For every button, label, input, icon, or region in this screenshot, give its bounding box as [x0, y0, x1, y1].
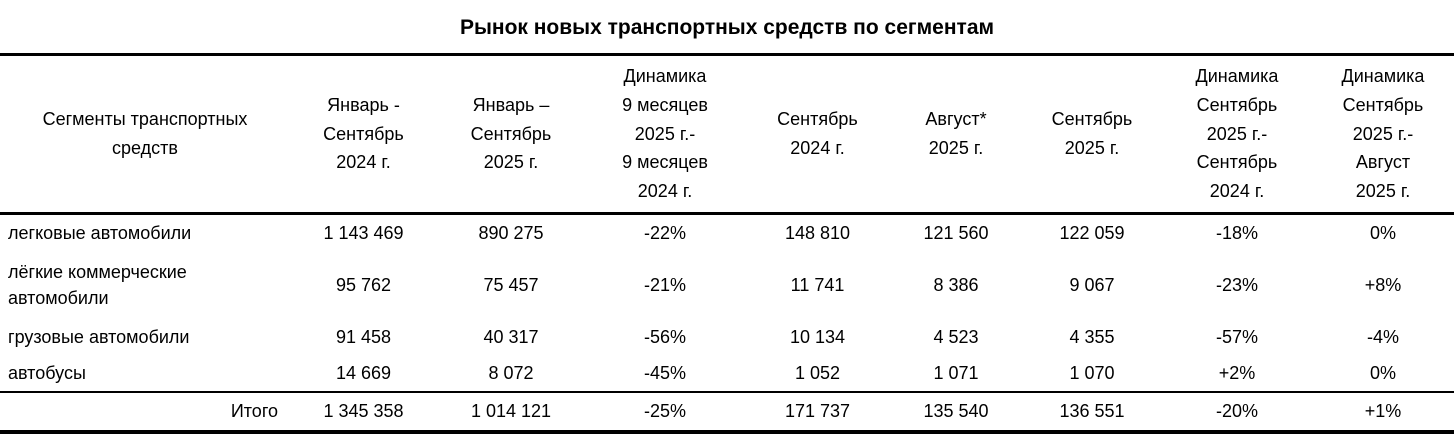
table-header: Сегменты транспортных средств Январь - С…	[0, 53, 1454, 215]
segment-label: автобусы	[8, 363, 86, 384]
total-value-cell: 136 551	[1022, 391, 1162, 434]
column-header-sep-2025: Сентябрь 2025 г.	[1022, 53, 1162, 215]
total-value-cell: +1%	[1312, 391, 1454, 434]
value-cell: 8 072	[488, 363, 534, 384]
value-cell: 0%	[1369, 222, 1396, 243]
value-cell: 1 143 469	[323, 222, 404, 243]
page-title: Рынок новых транспортных средств по сегм…	[459, 16, 995, 39]
value-cell: 148 810	[784, 222, 851, 243]
value-cell: -57%	[1215, 327, 1259, 348]
value-cell: +8%	[1364, 275, 1402, 296]
value-cell: -23%	[1215, 275, 1259, 296]
value-cell: 890 275	[478, 222, 544, 243]
value-cell: 1 071	[933, 363, 979, 384]
value-cell: -18%	[1215, 222, 1259, 243]
table-row-total: Итого 1 345 358 1 014 121 -25% 171 737 1…	[0, 391, 1454, 434]
column-header-dynamics-sep-aug: Динамика Сентябрь 2025 г.- Август 2025 г…	[1312, 53, 1454, 215]
value-cell: 10 134	[789, 327, 846, 348]
table-row-trucks: грузовые автомобили 91 458 40 317 -56% 1…	[0, 319, 1454, 355]
total-value-cell: -25%	[585, 391, 745, 434]
value-cell: 1 070	[1069, 363, 1115, 384]
column-header-dynamics-9m: Динамика 9 месяцев 2025 г.- 9 месяцев 20…	[585, 53, 745, 215]
column-header-jan-sep-2025: Январь – Сентябрь 2025 г.	[437, 53, 585, 215]
total-value-cell: 135 540	[890, 391, 1022, 434]
value-cell: 122 059	[1059, 222, 1125, 243]
value-cell: 95 762	[335, 275, 392, 296]
segment-label: лёгкие коммерческие автомобили	[8, 262, 187, 309]
table-body: легковые автомобили 1 143 469 890 275 -2…	[0, 213, 1454, 434]
value-cell: -21%	[643, 275, 687, 296]
value-cell: 11 741	[790, 275, 845, 296]
value-cell: 9 067	[1069, 275, 1115, 296]
segment-label: грузовые автомобили	[8, 327, 190, 348]
value-cell: 0%	[1369, 363, 1396, 384]
value-cell: 14 669	[335, 363, 392, 384]
segment-label: легковые автомобили	[8, 222, 192, 243]
segments-table: Сегменты транспортных средств Январь - С…	[0, 53, 1454, 434]
value-cell: 121 560	[923, 222, 989, 243]
value-cell: -56%	[643, 327, 687, 348]
value-cell: 75 457	[483, 275, 539, 296]
table-row-light-commercial: лёгкие коммерческие автомобили 95 762 75…	[0, 251, 1454, 319]
value-cell: 8 386	[933, 275, 979, 296]
total-value-cell: 171 737	[745, 391, 890, 434]
value-cell: -45%	[643, 363, 687, 384]
value-cell: 40 317	[483, 327, 539, 348]
value-cell: -4%	[1366, 327, 1399, 348]
column-header-jan-sep-2024: Январь - Сентябрь 2024 г.	[290, 53, 437, 215]
total-label: Итого	[0, 391, 290, 434]
value-cell: 4 355	[1069, 327, 1115, 348]
table-row-passenger-cars: легковые автомобили 1 143 469 890 275 -2…	[0, 213, 1454, 251]
column-header-sep-2024: Сентябрь 2024 г.	[745, 53, 890, 215]
value-cell: 4 523	[933, 327, 979, 348]
value-cell: 91 458	[335, 327, 392, 348]
column-header-dynamics-sep-sep: Динамика Сентябрь 2025 г.- Сентябрь 2024…	[1162, 53, 1312, 215]
table-row-buses: автобусы 14 669 8 072 -45% 1 052 1 071 1…	[0, 355, 1454, 392]
value-cell: 1 052	[794, 363, 841, 384]
total-value-cell: -20%	[1162, 391, 1312, 434]
value-cell: -22%	[643, 222, 687, 243]
value-cell: +2%	[1218, 363, 1256, 384]
column-header-segments: Сегменты транспортных средств	[0, 53, 290, 215]
header-row: Сегменты транспортных средств Январь - С…	[0, 53, 1454, 215]
total-value-cell: 1 014 121	[437, 391, 585, 434]
column-header-aug-2025: Август* 2025 г.	[890, 53, 1022, 215]
total-value-cell: 1 345 358	[290, 391, 437, 434]
